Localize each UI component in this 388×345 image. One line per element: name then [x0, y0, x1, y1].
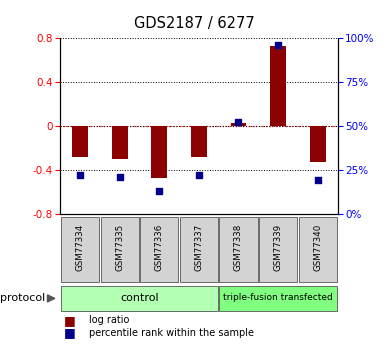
Bar	[299, 217, 337, 282]
Bar	[151, 126, 167, 178]
Bar	[310, 126, 326, 162]
Text: ■: ■	[64, 314, 76, 327]
Point	[116, 174, 123, 180]
Point	[196, 172, 202, 178]
Text: percentile rank within the sample: percentile rank within the sample	[89, 328, 254, 338]
Point	[275, 42, 281, 48]
Text: GSM77337: GSM77337	[194, 224, 203, 272]
Point	[156, 188, 162, 194]
Bar	[270, 46, 286, 126]
Bar	[61, 286, 218, 311]
Text: triple-fusion transfected: triple-fusion transfected	[223, 293, 333, 302]
Point	[77, 172, 83, 178]
Text: log ratio: log ratio	[89, 315, 130, 325]
Text: GSM77334: GSM77334	[75, 224, 85, 272]
Point	[236, 120, 242, 125]
Text: GDS2187 / 6277: GDS2187 / 6277	[133, 16, 255, 30]
Bar	[191, 126, 207, 157]
Bar	[219, 286, 337, 311]
Text: GSM77336: GSM77336	[155, 224, 164, 272]
Bar	[100, 217, 139, 282]
Point	[315, 178, 321, 183]
Bar	[259, 217, 297, 282]
Bar	[230, 122, 246, 126]
Bar	[72, 126, 88, 157]
Bar	[140, 217, 178, 282]
Text: GSM77335: GSM77335	[115, 224, 124, 272]
Bar	[112, 126, 128, 159]
Bar	[180, 217, 218, 282]
Text: GSM77340: GSM77340	[313, 224, 322, 272]
Text: protocol: protocol	[0, 294, 45, 303]
Text: GSM77339: GSM77339	[274, 224, 282, 272]
Bar	[220, 217, 258, 282]
Text: ■: ■	[64, 326, 76, 339]
Text: control: control	[120, 293, 159, 303]
Text: GSM77338: GSM77338	[234, 224, 243, 272]
Bar	[61, 217, 99, 282]
